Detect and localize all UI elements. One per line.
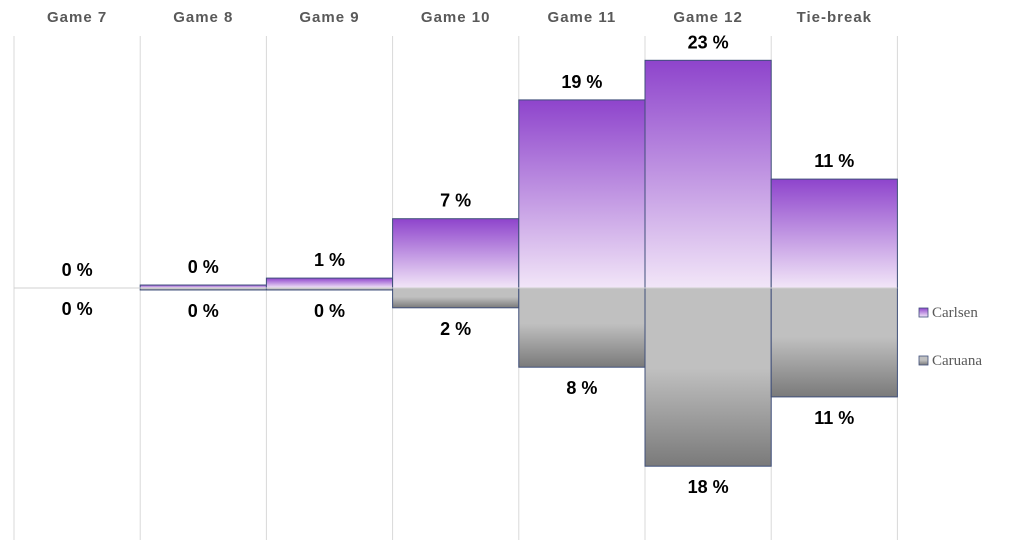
data-label-caruana: 18 % <box>688 477 729 497</box>
labels: Game 7 0 % 0 % Game 8 0 % 0 % Game 9 1 % 0 % Game… <box>47 9 872 497</box>
bar-caruana <box>518 287 646 368</box>
data-label-caruana: 0 % <box>188 301 219 321</box>
data-label-carlsen: 23 % <box>688 32 729 52</box>
bar-caruana <box>770 287 898 398</box>
data-label-caruana: 0 % <box>62 299 93 319</box>
bar-carlsen <box>644 59 772 289</box>
category-label: Game 12 <box>673 9 743 26</box>
data-label-carlsen: 19 % <box>561 72 602 92</box>
category-label: Game 7 <box>47 9 107 26</box>
bars <box>139 59 898 467</box>
category-label: Tie-break <box>797 9 872 26</box>
data-label-carlsen: 0 % <box>188 257 219 277</box>
bar-carlsen <box>392 218 520 289</box>
data-label-caruana: 8 % <box>566 378 597 398</box>
bar-caruana <box>644 287 772 467</box>
legend-item-carlsen: Carlsen <box>932 305 978 321</box>
legend-swatch <box>918 307 929 318</box>
data-label-caruana: 11 % <box>814 408 854 428</box>
data-label-caruana: 2 % <box>440 319 471 339</box>
category-label: Game 9 <box>299 9 359 26</box>
data-label-carlsen: 11 % <box>814 151 854 171</box>
category-label: Game 11 <box>548 9 617 26</box>
data-label-carlsen: 1 % <box>314 250 345 270</box>
category-label: Game 10 <box>421 9 491 26</box>
bar-caruana <box>392 287 520 309</box>
data-label-caruana: 0 % <box>314 301 345 321</box>
bar-carlsen <box>518 99 646 289</box>
bar-carlsen <box>770 178 898 289</box>
data-label-carlsen: 7 % <box>440 191 471 211</box>
legend-item-caruana: Caruana <box>932 353 982 369</box>
legend-swatch <box>918 355 929 366</box>
legend: Carlsen Caruana <box>918 305 982 369</box>
bar-carlsen <box>265 277 394 289</box>
category-label: Game 8 <box>173 9 233 26</box>
data-label-carlsen: 0 % <box>62 260 93 280</box>
